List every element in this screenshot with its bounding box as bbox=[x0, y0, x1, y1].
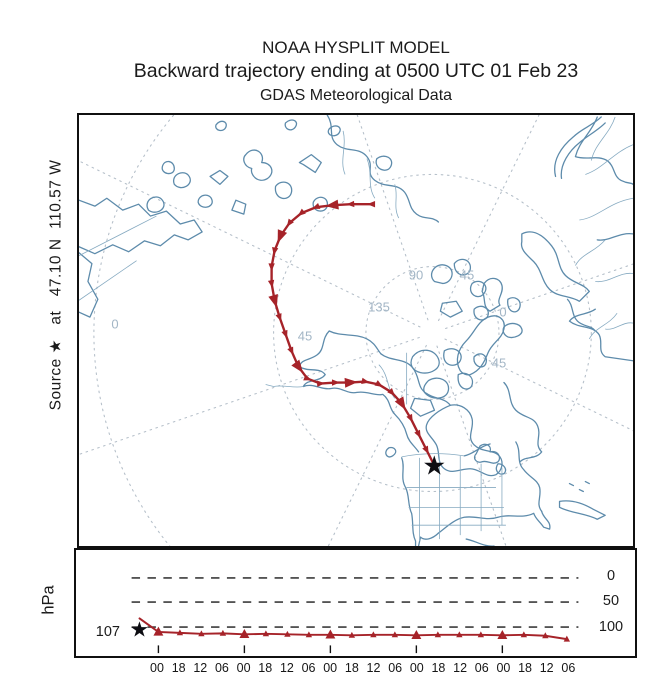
pressure-marker bbox=[325, 629, 336, 639]
trajectory-marker bbox=[422, 445, 429, 455]
time-tick-label: 06 bbox=[474, 661, 489, 675]
time-tick-label: 12 bbox=[453, 661, 468, 675]
graticule-label: 45 bbox=[459, 267, 475, 283]
pressure-marker bbox=[305, 631, 313, 638]
pressure-marker bbox=[370, 631, 377, 638]
pressure-marker bbox=[434, 631, 442, 638]
trajectory-map-panel: ★ 90 45 135 0 45 45 0 bbox=[77, 113, 635, 548]
pressure-axis-tick-label: 100 bbox=[598, 619, 624, 635]
pressure-profile-chart: ★ bbox=[130, 577, 579, 654]
time-tick-label: 00 bbox=[150, 661, 164, 675]
trajectory-marker bbox=[331, 379, 340, 386]
pressure-star-icon: ★ bbox=[130, 618, 150, 642]
trajectory-marker bbox=[406, 413, 413, 423]
trajectory-marker bbox=[297, 208, 306, 217]
trajectory-marker bbox=[387, 387, 395, 396]
trajectory-marker bbox=[361, 377, 370, 384]
time-tick-label: 00 bbox=[409, 661, 424, 675]
trajectory-marker bbox=[268, 293, 278, 308]
trajectory-marker bbox=[277, 229, 288, 244]
graticule-label: 0 bbox=[111, 316, 119, 332]
time-tick-label: 18 bbox=[258, 661, 273, 675]
pressure-marker bbox=[411, 629, 422, 639]
trajectory-marker bbox=[394, 396, 406, 410]
graticule-label: 90 bbox=[408, 267, 424, 283]
time-tick-label: 00 bbox=[496, 661, 511, 675]
page-subtitle: Backward trajectory ending at 0500 UTC 0… bbox=[133, 60, 579, 82]
time-tick-label: 12 bbox=[193, 661, 208, 675]
pressure-marker bbox=[542, 632, 549, 639]
graticule-lines bbox=[79, 115, 633, 546]
time-tick-label: 06 bbox=[388, 661, 403, 675]
trajectory-marker bbox=[268, 263, 275, 272]
trajectory-marker bbox=[367, 201, 376, 208]
trajectory-marker bbox=[272, 247, 279, 256]
pressure-marker bbox=[563, 635, 571, 642]
time-tick-label: 00 bbox=[323, 661, 338, 675]
trajectory-marker bbox=[291, 359, 304, 373]
thin-borders bbox=[79, 116, 633, 542]
trajectory-marker bbox=[275, 313, 282, 322]
time-tick-label: 06 bbox=[214, 661, 229, 675]
trajectory-marker bbox=[344, 377, 358, 388]
trajectory-marker bbox=[281, 329, 288, 339]
coastlines bbox=[79, 115, 633, 546]
pressure-axis-tick-label: 0 bbox=[606, 568, 616, 584]
trajectory-marker bbox=[316, 380, 326, 387]
pressure-marker bbox=[239, 629, 250, 639]
pressure-axis-tick-label: 50 bbox=[602, 593, 620, 609]
pressure-marker bbox=[198, 630, 205, 637]
trajectory-marker bbox=[287, 346, 294, 356]
pressure-marker bbox=[348, 631, 356, 638]
trajectory-marker bbox=[414, 429, 421, 439]
pressure-marker bbox=[456, 631, 463, 638]
pressure-marker bbox=[219, 629, 227, 636]
pressure-marker bbox=[391, 631, 399, 638]
time-tick-label: 12 bbox=[539, 661, 554, 675]
time-tick-label: 18 bbox=[344, 661, 359, 675]
dataset-label: GDAS Meteorological Data bbox=[259, 87, 453, 104]
source-star-icon: ★ bbox=[422, 451, 446, 481]
graticule-label: 0 bbox=[499, 304, 507, 320]
pressure-marker bbox=[520, 631, 528, 638]
trajectory-marker bbox=[311, 203, 321, 209]
trajectory-marker bbox=[325, 199, 339, 210]
time-tick-label: 18 bbox=[431, 661, 446, 675]
trajectory-path bbox=[267, 199, 436, 467]
pressure-marker bbox=[176, 629, 184, 636]
graticule-label: 135 bbox=[368, 299, 390, 315]
page-title: NOAA HYSPLIT MODEL bbox=[262, 38, 450, 57]
pressure-axis-label: hPa bbox=[39, 585, 58, 615]
time-tick-label: 06 bbox=[301, 661, 316, 675]
trajectory-marker bbox=[346, 200, 355, 208]
trajectory-map: ★ bbox=[79, 115, 633, 546]
trajectory-marker bbox=[286, 218, 294, 227]
graticule-label: 45 bbox=[297, 328, 313, 344]
pressure-marker bbox=[153, 626, 164, 636]
pressure-marker bbox=[497, 629, 508, 639]
time-tick-label: 00 bbox=[236, 661, 251, 675]
time-tick-label: 12 bbox=[366, 661, 381, 675]
start-pressure-value: 107 bbox=[95, 624, 120, 640]
pressure-marker bbox=[284, 630, 291, 637]
trajectory-marker bbox=[303, 374, 312, 381]
trajectory-marker bbox=[267, 279, 275, 289]
trajectory-marker bbox=[374, 380, 383, 387]
time-tick-label: 18 bbox=[171, 661, 186, 675]
pressure-profile-panel: ★ bbox=[74, 548, 637, 658]
time-tick-label: 18 bbox=[518, 661, 532, 675]
source-location-label: Source ★ at 47.10 N 110.57 W bbox=[47, 159, 65, 411]
pressure-marker bbox=[477, 631, 485, 638]
pressure-marker bbox=[262, 630, 270, 637]
time-tick-label: 12 bbox=[279, 661, 294, 675]
time-tick-label: 06 bbox=[561, 661, 576, 675]
graticule-label: 45 bbox=[491, 355, 507, 371]
